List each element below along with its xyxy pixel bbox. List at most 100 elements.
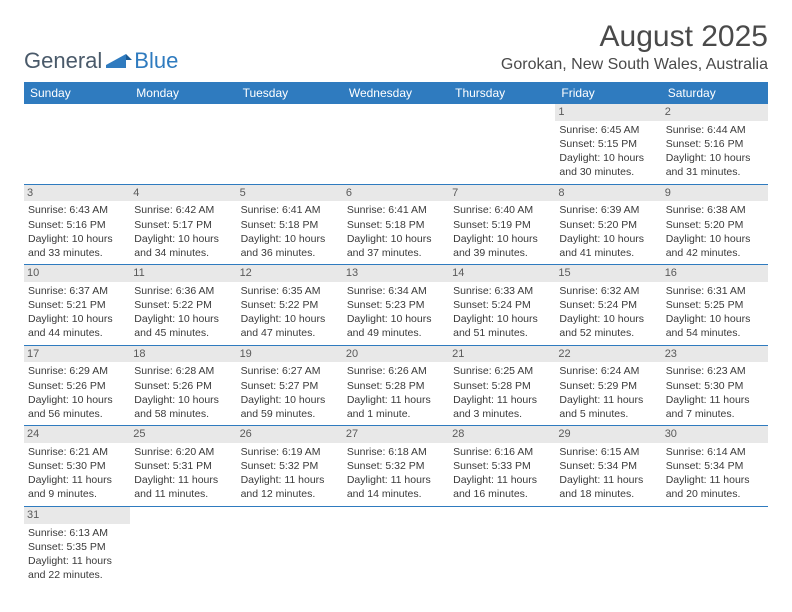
day-info-line: and 49 minutes. [347,326,445,340]
day-info-line: Sunset: 5:22 PM [134,298,232,312]
day-info-line: Daylight: 10 hours [241,232,339,246]
day-info-line: Sunset: 5:27 PM [241,379,339,393]
day-info-line: Daylight: 10 hours [241,393,339,407]
day-info-line: and 36 minutes. [241,246,339,260]
calendar-day-cell: 8Sunrise: 6:39 AMSunset: 5:20 PMDaylight… [555,184,661,265]
weekday-header: Wednesday [343,82,449,104]
day-number: 17 [24,346,130,363]
day-number: 24 [24,426,130,443]
calendar-day-cell [555,506,661,586]
day-info-line: Sunset: 5:34 PM [666,459,764,473]
weekday-header: Monday [130,82,236,104]
day-number: 19 [237,346,343,363]
calendar-day-cell: 21Sunrise: 6:25 AMSunset: 5:28 PMDayligh… [449,345,555,426]
day-info-line: Sunset: 5:21 PM [28,298,126,312]
calendar-day-cell: 26Sunrise: 6:19 AMSunset: 5:32 PMDayligh… [237,426,343,507]
day-info-line: and 16 minutes. [453,487,551,501]
day-info-line: Daylight: 11 hours [559,393,657,407]
day-info-line: Sunrise: 6:23 AM [666,364,764,378]
calendar-week-row: 31Sunrise: 6:13 AMSunset: 5:35 PMDayligh… [24,506,768,586]
calendar-day-cell: 12Sunrise: 6:35 AMSunset: 5:22 PMDayligh… [237,265,343,346]
day-info-line: and 47 minutes. [241,326,339,340]
day-info-line: Sunset: 5:29 PM [559,379,657,393]
calendar-day-cell: 28Sunrise: 6:16 AMSunset: 5:33 PMDayligh… [449,426,555,507]
day-number: 23 [662,346,768,363]
day-info-line: Daylight: 11 hours [453,473,551,487]
day-number: 7 [449,185,555,202]
day-info-line: and 31 minutes. [666,165,764,179]
logo-mark-icon [106,48,132,74]
day-info-line: Sunrise: 6:33 AM [453,284,551,298]
day-info-line: Daylight: 10 hours [559,151,657,165]
day-info-line: Daylight: 11 hours [666,393,764,407]
calendar-week-row: 17Sunrise: 6:29 AMSunset: 5:26 PMDayligh… [24,345,768,426]
day-info-line: Sunrise: 6:15 AM [559,445,657,459]
calendar-day-cell [237,506,343,586]
day-info-line: and 54 minutes. [666,326,764,340]
day-info-line: Daylight: 10 hours [134,232,232,246]
day-info-line: Daylight: 10 hours [666,232,764,246]
calendar-day-cell [130,506,236,586]
day-info-line: and 56 minutes. [28,407,126,421]
day-info-line: Sunset: 5:16 PM [666,137,764,151]
calendar-day-cell: 20Sunrise: 6:26 AMSunset: 5:28 PMDayligh… [343,345,449,426]
day-info-line: Sunrise: 6:35 AM [241,284,339,298]
day-info-line: Daylight: 10 hours [134,312,232,326]
day-info-line: Sunset: 5:30 PM [28,459,126,473]
day-info-line: Daylight: 10 hours [28,312,126,326]
day-info-line: Sunset: 5:22 PM [241,298,339,312]
day-info-line: and 45 minutes. [134,326,232,340]
calendar-day-cell [130,104,236,184]
day-number: 6 [343,185,449,202]
calendar-day-cell: 1Sunrise: 6:45 AMSunset: 5:15 PMDaylight… [555,104,661,184]
calendar-day-cell [343,506,449,586]
day-info-line: Sunset: 5:31 PM [134,459,232,473]
calendar-day-cell: 7Sunrise: 6:40 AMSunset: 5:19 PMDaylight… [449,184,555,265]
day-info-line: Daylight: 11 hours [559,473,657,487]
day-info-line: and 9 minutes. [28,487,126,501]
day-info-line: and 58 minutes. [134,407,232,421]
calendar-day-cell: 18Sunrise: 6:28 AMSunset: 5:26 PMDayligh… [130,345,236,426]
day-number: 25 [130,426,236,443]
calendar-table: SundayMondayTuesdayWednesdayThursdayFrid… [24,82,768,586]
day-number: 15 [555,265,661,282]
day-info-line: Daylight: 11 hours [347,393,445,407]
day-info-line: Daylight: 10 hours [559,312,657,326]
day-number: 28 [449,426,555,443]
month-title: August 2025 [501,20,768,54]
day-info-line: Sunset: 5:24 PM [559,298,657,312]
day-info-line: and 1 minute. [347,407,445,421]
calendar-day-cell [237,104,343,184]
day-info-line: Sunrise: 6:34 AM [347,284,445,298]
calendar-day-cell: 10Sunrise: 6:37 AMSunset: 5:21 PMDayligh… [24,265,130,346]
day-info-line: Sunrise: 6:25 AM [453,364,551,378]
day-info-line: and 7 minutes. [666,407,764,421]
day-info-line: Sunrise: 6:29 AM [28,364,126,378]
location-subtitle: Gorokan, New South Wales, Australia [501,56,768,74]
day-info-line: Sunrise: 6:14 AM [666,445,764,459]
day-info-line: Sunrise: 6:20 AM [134,445,232,459]
day-info-line: Daylight: 10 hours [666,312,764,326]
day-number: 30 [662,426,768,443]
day-info-line: and 41 minutes. [559,246,657,260]
day-info-line: and 3 minutes. [453,407,551,421]
day-info-line: Daylight: 10 hours [241,312,339,326]
logo: General Blue [24,48,178,74]
day-info-line: Daylight: 11 hours [241,473,339,487]
weekday-header: Sunday [24,82,130,104]
day-info-line: and 39 minutes. [453,246,551,260]
day-info-line: Daylight: 11 hours [453,393,551,407]
day-info-line: Sunrise: 6:16 AM [453,445,551,459]
calendar-day-cell: 4Sunrise: 6:42 AMSunset: 5:17 PMDaylight… [130,184,236,265]
calendar-day-cell: 13Sunrise: 6:34 AMSunset: 5:23 PMDayligh… [343,265,449,346]
day-info-line: Sunset: 5:32 PM [241,459,339,473]
calendar-day-cell: 9Sunrise: 6:38 AMSunset: 5:20 PMDaylight… [662,184,768,265]
day-info-line: Sunset: 5:32 PM [347,459,445,473]
day-info-line: Sunset: 5:17 PM [134,218,232,232]
day-number: 11 [130,265,236,282]
day-number: 14 [449,265,555,282]
day-number: 31 [24,507,130,524]
calendar-day-cell: 27Sunrise: 6:18 AMSunset: 5:32 PMDayligh… [343,426,449,507]
calendar-day-cell: 17Sunrise: 6:29 AMSunset: 5:26 PMDayligh… [24,345,130,426]
calendar-day-cell: 5Sunrise: 6:41 AMSunset: 5:18 PMDaylight… [237,184,343,265]
